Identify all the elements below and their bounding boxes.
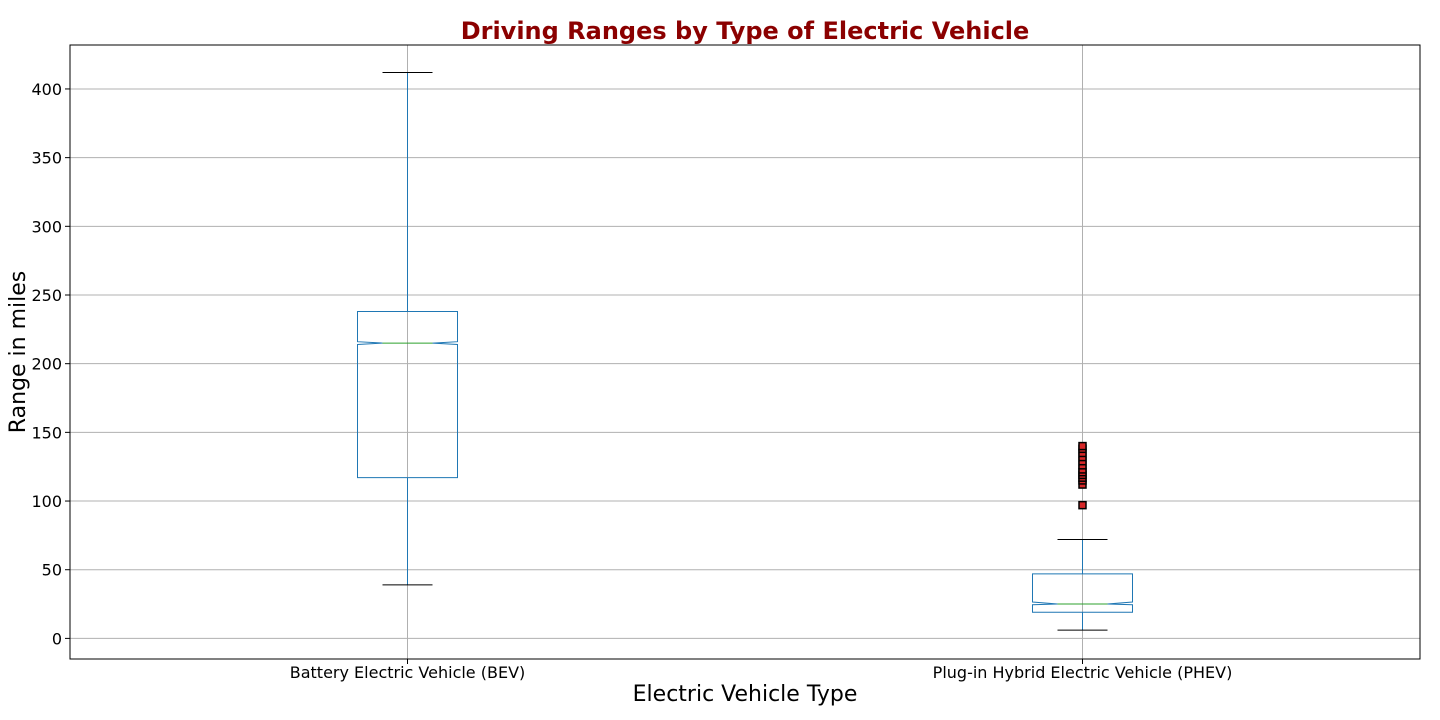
y-tick-label: 300 [31, 217, 62, 236]
y-tick-label: 50 [42, 561, 62, 580]
y-tick-label: 0 [52, 629, 62, 648]
y-tick-label: 100 [31, 492, 62, 511]
y-axis-label: Range in miles [6, 271, 31, 433]
y-tick-label: 400 [31, 80, 62, 99]
box-body [357, 310, 458, 479]
x-tick-label: Plug-in Hybrid Electric Vehicle (PHEV) [933, 663, 1233, 682]
x-axis-label: Electric Vehicle Type [633, 682, 858, 707]
x-axis-ticks: Battery Electric Vehicle (BEV) Plug-in Hy… [290, 659, 1233, 682]
outlier-point [1078, 500, 1087, 510]
y-tick-label: 150 [31, 423, 62, 442]
plot-area-frame [69, 44, 1421, 660]
outlier-point [1078, 441, 1087, 451]
x-tick-label: Battery Electric Vehicle (BEV) [290, 663, 526, 682]
grid-lines [70, 45, 1420, 659]
chart-title: Driving Ranges by Type of Electric Vehic… [461, 17, 1030, 45]
box-group [1032, 441, 1133, 631]
y-axis-ticks: 0 50 100 150 200 250 300 350 400 [31, 80, 70, 648]
boxes-layer [357, 71, 1133, 631]
box-group [357, 71, 458, 586]
y-tick-label: 200 [31, 355, 62, 374]
y-tick-label: 350 [31, 149, 62, 168]
box-body [1032, 573, 1133, 613]
y-tick-label: 250 [31, 286, 62, 305]
